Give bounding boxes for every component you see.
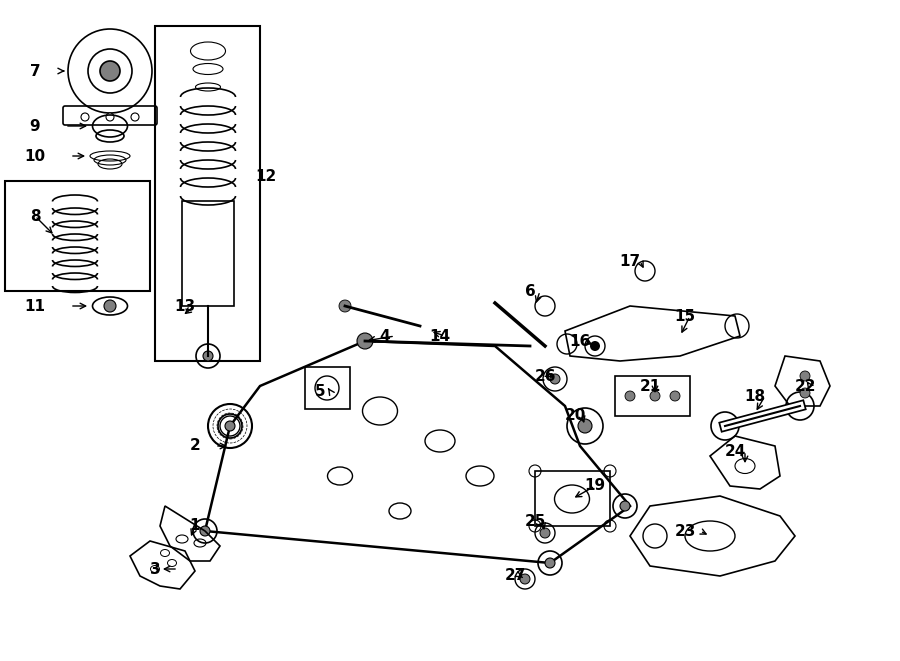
Text: 13: 13 bbox=[175, 299, 195, 313]
Text: 20: 20 bbox=[564, 408, 586, 424]
Circle shape bbox=[520, 574, 530, 584]
Text: 23: 23 bbox=[674, 524, 696, 539]
Bar bbox=[182, 201, 234, 306]
Circle shape bbox=[357, 333, 373, 349]
Circle shape bbox=[203, 351, 213, 361]
Text: 22: 22 bbox=[795, 379, 815, 393]
Text: 15: 15 bbox=[674, 309, 696, 323]
Text: 25: 25 bbox=[525, 514, 545, 529]
Text: 4: 4 bbox=[380, 329, 391, 344]
Text: 5: 5 bbox=[315, 383, 325, 399]
Text: 7: 7 bbox=[30, 63, 40, 79]
Circle shape bbox=[200, 526, 210, 536]
Text: 16: 16 bbox=[570, 334, 590, 348]
Circle shape bbox=[131, 113, 139, 121]
Circle shape bbox=[670, 391, 680, 401]
Bar bbox=[305, 367, 350, 409]
Text: 3: 3 bbox=[149, 561, 160, 576]
Circle shape bbox=[545, 558, 555, 568]
Text: 12: 12 bbox=[255, 169, 276, 184]
Circle shape bbox=[650, 391, 660, 401]
Text: 24: 24 bbox=[724, 444, 746, 459]
Circle shape bbox=[106, 113, 114, 121]
Bar bbox=[155, 26, 260, 361]
Circle shape bbox=[225, 421, 235, 431]
Text: 9: 9 bbox=[30, 118, 40, 134]
Text: 8: 8 bbox=[30, 208, 40, 223]
Circle shape bbox=[339, 300, 351, 312]
Text: 21: 21 bbox=[639, 379, 661, 393]
Text: 27: 27 bbox=[504, 568, 526, 584]
Circle shape bbox=[100, 61, 120, 81]
Bar bbox=[5, 181, 150, 291]
Text: 6: 6 bbox=[525, 284, 535, 299]
Text: 11: 11 bbox=[24, 299, 46, 313]
Bar bbox=[535, 471, 610, 526]
Text: 19: 19 bbox=[584, 479, 606, 494]
Circle shape bbox=[590, 341, 600, 351]
Circle shape bbox=[578, 419, 592, 433]
Text: 26: 26 bbox=[535, 368, 556, 383]
Circle shape bbox=[104, 300, 116, 312]
Text: 18: 18 bbox=[744, 389, 766, 403]
Circle shape bbox=[625, 391, 635, 401]
Text: 2: 2 bbox=[190, 438, 201, 453]
Circle shape bbox=[800, 388, 810, 398]
Circle shape bbox=[550, 374, 560, 384]
Circle shape bbox=[800, 371, 810, 381]
Text: 17: 17 bbox=[619, 254, 641, 268]
Text: 1: 1 bbox=[190, 518, 200, 533]
Circle shape bbox=[81, 113, 89, 121]
Circle shape bbox=[620, 501, 630, 511]
Text: 10: 10 bbox=[24, 149, 46, 163]
Text: 14: 14 bbox=[429, 329, 451, 344]
Circle shape bbox=[540, 528, 550, 538]
